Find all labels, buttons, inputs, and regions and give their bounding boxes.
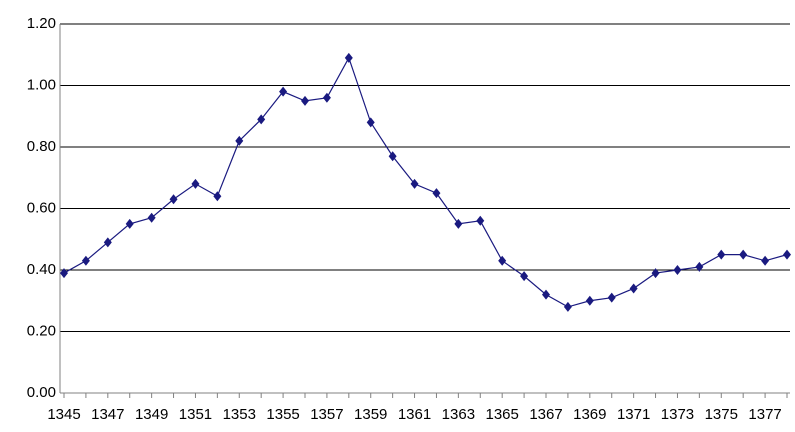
marker xyxy=(542,289,550,300)
y-tick-label: 0.00 xyxy=(27,384,56,401)
y-tick-label: 0.80 xyxy=(27,138,56,155)
marker xyxy=(147,212,156,223)
x-tick-label: 1363 xyxy=(442,406,475,423)
marker xyxy=(60,268,68,279)
x-tick-label: 1345 xyxy=(47,406,80,423)
marker xyxy=(257,114,266,125)
marker xyxy=(585,295,594,306)
x-tick-label: 1375 xyxy=(705,406,738,423)
x-tick-label: 1353 xyxy=(223,406,256,423)
marker xyxy=(103,237,112,248)
x-tick-label: 1369 xyxy=(573,406,606,423)
marker xyxy=(563,301,572,312)
x-tick-label: 1371 xyxy=(617,406,650,423)
marker xyxy=(81,255,90,266)
marker xyxy=(673,265,682,275)
x-tick-label: 1365 xyxy=(485,406,518,423)
x-tick-label: 1367 xyxy=(529,406,562,423)
marker xyxy=(607,292,616,303)
x-tick-label: 1373 xyxy=(661,406,694,423)
marker xyxy=(695,261,704,272)
x-tick-label: 1351 xyxy=(179,406,212,423)
marker xyxy=(739,249,748,260)
marker xyxy=(366,117,375,128)
y-tick-label: 0.60 xyxy=(27,199,56,216)
marker xyxy=(191,178,200,189)
marker xyxy=(169,194,178,205)
marker xyxy=(279,86,288,97)
y-tick-label: 1.20 xyxy=(27,15,56,32)
x-tick-label: 1377 xyxy=(748,406,781,423)
marker xyxy=(629,283,638,294)
marker xyxy=(125,218,134,229)
marker xyxy=(717,249,726,260)
x-tick-label: 1361 xyxy=(398,406,431,423)
x-tick-label: 1349 xyxy=(135,406,168,423)
marker xyxy=(651,268,660,279)
x-tick-label: 1357 xyxy=(310,406,343,423)
marker xyxy=(213,191,222,202)
marker xyxy=(344,52,353,63)
marker xyxy=(301,95,309,106)
y-tick-label: 1.00 xyxy=(27,76,56,93)
x-tick-label: 1355 xyxy=(266,406,299,423)
y-tick-label: 0.40 xyxy=(27,261,56,278)
marker xyxy=(454,218,463,229)
marker xyxy=(410,178,419,189)
marker xyxy=(761,255,770,266)
marker xyxy=(432,188,441,199)
marker xyxy=(235,135,244,146)
y-tick-label: 0.20 xyxy=(27,322,56,339)
marker xyxy=(322,92,331,103)
marker xyxy=(783,249,791,260)
marker xyxy=(498,255,507,266)
series-line xyxy=(63,56,788,308)
marker xyxy=(476,215,485,226)
x-tick-label: 1359 xyxy=(354,406,387,423)
marker xyxy=(388,151,397,162)
x-tick-label: 1347 xyxy=(91,406,124,423)
marker xyxy=(520,271,529,282)
